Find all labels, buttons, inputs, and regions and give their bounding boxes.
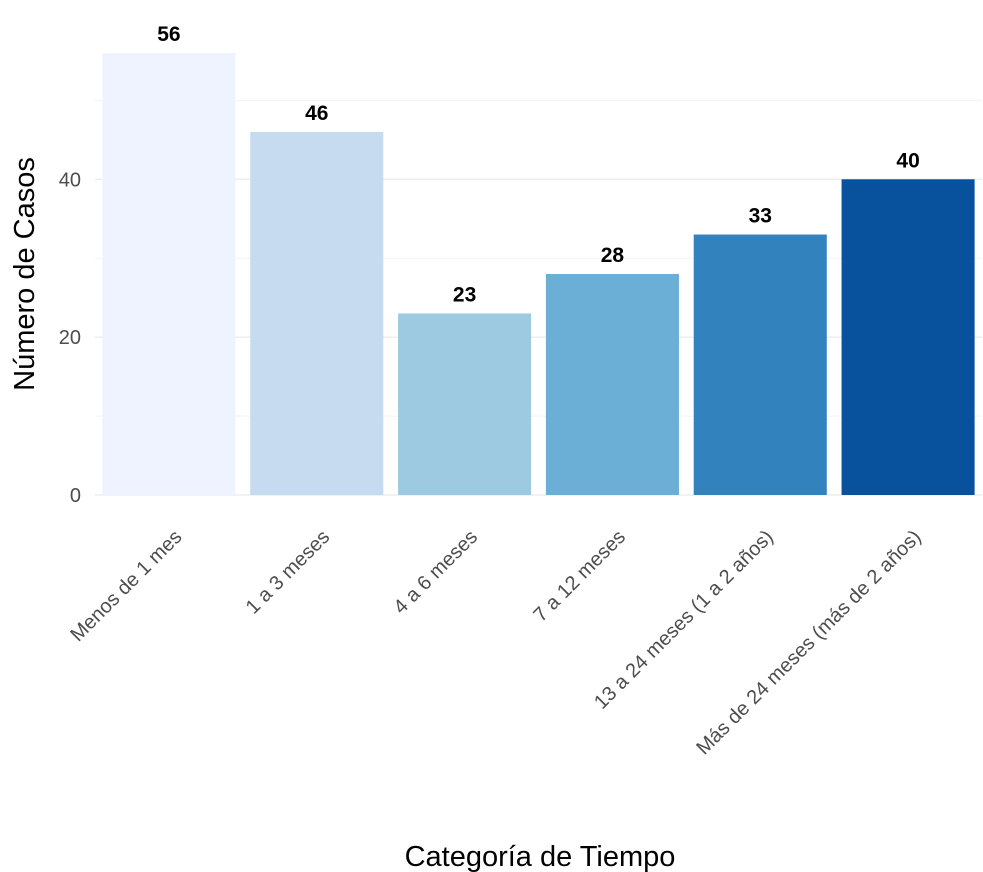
x-axis-title: Categoría de Tiempo <box>405 841 676 872</box>
bar-value-label: 56 <box>157 23 180 46</box>
bar <box>545 274 679 495</box>
y-axis-title: Número de Casos <box>9 157 41 391</box>
x-tick-label: 7 a 12 meses <box>529 526 629 626</box>
y-tick-label: 40 <box>59 169 81 191</box>
bar-value-label: 23 <box>453 283 476 306</box>
bar <box>102 53 236 495</box>
x-tick-label: 1 a 3 meses <box>242 526 335 619</box>
bar <box>398 313 532 495</box>
x-axis-ticks: Menos de 1 mes 1 a 3 meses 4 a 6 meses 7 a … <box>66 526 925 759</box>
bar-value-label: 40 <box>896 149 919 172</box>
bar-value-labels: 56 46 23 28 33 40 <box>157 23 920 306</box>
y-tick-label: 0 <box>70 485 81 507</box>
bar <box>250 131 384 495</box>
y-tick-label: 20 <box>59 327 81 349</box>
bar-value-label: 28 <box>601 244 625 267</box>
bar <box>693 234 827 496</box>
x-tick-label: Menos de 1 mes <box>66 526 186 646</box>
y-axis-ticks: 0 20 40 <box>59 169 81 507</box>
x-tick-label: 4 a 6 meses <box>390 526 483 619</box>
bar <box>841 179 975 496</box>
grid-lines <box>95 99 982 496</box>
bar-value-label: 33 <box>749 205 772 228</box>
bar-value-label: 46 <box>305 102 328 125</box>
bars <box>102 53 975 496</box>
